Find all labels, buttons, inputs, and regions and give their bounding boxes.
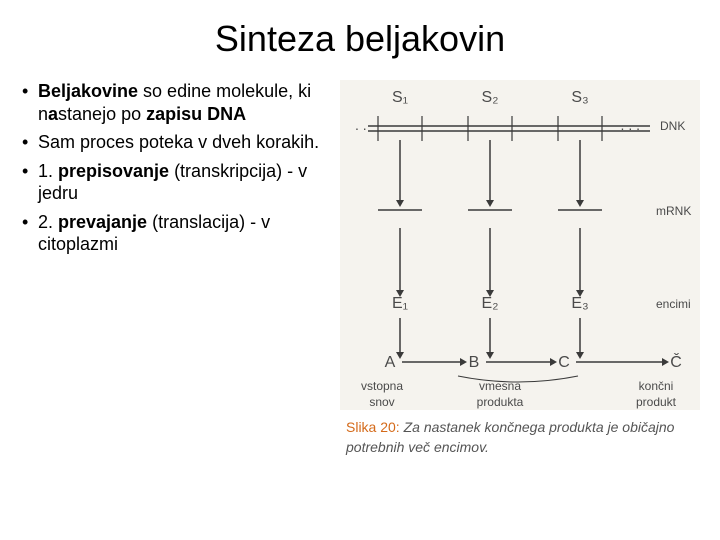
caption-label: Slika 20:: [346, 419, 400, 435]
svg-text:S₃: S₃: [571, 89, 588, 106]
bullet-1: Beljakovine so edine molekule, ki nastan…: [38, 80, 340, 125]
bullet-3: 1. prepisovanje (transkripcija) - v jedr…: [38, 160, 340, 205]
protein-synthesis-diagram: S₁S₂S₃. .. . .DNKmRNKE₁E₂E₃encimiABCČvst…: [340, 80, 700, 410]
svg-text:. .: . .: [355, 117, 367, 133]
page-title: Sinteza beljakovin: [0, 0, 720, 80]
diagram-panel: S₁S₂S₃. .. . .DNKmRNKE₁E₂E₃encimiABCČvst…: [340, 80, 700, 457]
bullet-2: Sam proces poteka v dveh korakih.: [38, 131, 340, 154]
svg-text:B: B: [469, 354, 480, 371]
svg-text:encimi: encimi: [656, 297, 691, 311]
svg-text:produkt: produkt: [636, 395, 677, 409]
svg-text:E₁: E₁: [392, 295, 408, 312]
svg-text:E₃: E₃: [571, 295, 588, 312]
svg-text:C: C: [558, 354, 570, 371]
bullet-list: Beljakovine so edine molekule, ki nastan…: [20, 80, 340, 457]
svg-text:A: A: [385, 354, 396, 371]
content-row: Beljakovine so edine molekule, ki nastan…: [0, 80, 720, 457]
svg-text:S₂: S₂: [482, 89, 499, 106]
svg-text:končni: končni: [639, 379, 674, 393]
svg-text:produkta: produkta: [477, 395, 524, 409]
svg-text:Č: Č: [670, 352, 682, 371]
svg-text:S₁: S₁: [392, 89, 408, 106]
svg-text:mRNK: mRNK: [656, 204, 691, 218]
svg-text:snov: snov: [369, 395, 394, 409]
svg-text:E₂: E₂: [482, 295, 499, 312]
svg-text:vstopna: vstopna: [361, 379, 403, 393]
svg-text:DNK: DNK: [660, 119, 685, 133]
svg-text:vmesna: vmesna: [479, 379, 521, 393]
bullet-4: 2. prevajanje (translacija) - v citoplaz…: [38, 211, 340, 256]
figure-caption: Slika 20: Za nastanek končnega produkta …: [340, 410, 700, 457]
